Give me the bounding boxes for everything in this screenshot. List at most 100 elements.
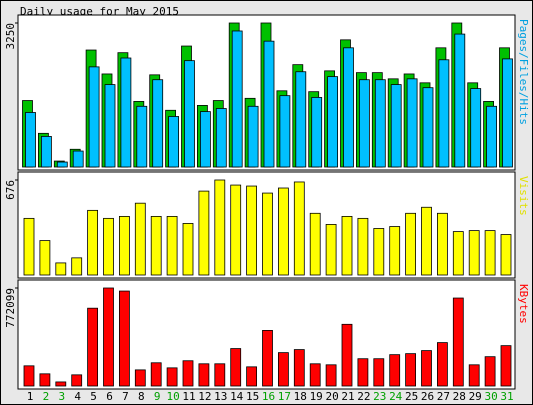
bar (484, 356, 496, 387)
bar (468, 364, 480, 387)
bar (343, 47, 354, 168)
x-tick-label: 21 (341, 390, 354, 403)
x-tick-label: 27 (437, 390, 450, 403)
bar (134, 369, 146, 387)
x-tick-label: 22 (357, 390, 370, 403)
bar (120, 57, 132, 168)
y-axis-label: Visits (517, 176, 530, 216)
x-tick-label: 4 (74, 390, 81, 403)
bar (295, 71, 307, 168)
bar (263, 40, 275, 168)
bar (406, 78, 418, 168)
bar (390, 84, 402, 168)
bar (341, 323, 353, 387)
bar (293, 349, 305, 387)
bar (438, 59, 450, 168)
bar (277, 187, 289, 276)
bar (325, 364, 337, 387)
bar (231, 30, 243, 168)
bar (39, 373, 51, 387)
bar (454, 33, 466, 168)
bar (25, 112, 36, 168)
x-tick-label: 14 (230, 390, 244, 403)
bar (325, 224, 337, 276)
x-tick-label: 7 (122, 390, 129, 403)
bar (452, 297, 464, 387)
bar (214, 363, 226, 387)
x-tick-label: 10 (166, 390, 179, 403)
x-tick-label: 11 (182, 390, 195, 403)
bar (168, 116, 180, 168)
bar (150, 215, 162, 276)
bar (327, 76, 339, 168)
bar (41, 136, 52, 168)
bar (88, 66, 100, 168)
bar (262, 192, 273, 276)
bar (87, 209, 98, 276)
bar (486, 105, 498, 168)
bar (262, 330, 273, 387)
y-tick-label: 772099 (4, 288, 17, 328)
x-tick-label: 13 (214, 390, 227, 403)
x-tick-label: 28 (453, 390, 466, 403)
bar (55, 381, 67, 387)
x-tick-label: 29 (469, 390, 482, 403)
y-tick-label: 3250 (4, 23, 17, 50)
bar (421, 350, 432, 387)
bar (279, 95, 291, 168)
bar (436, 212, 448, 276)
bar (71, 257, 83, 276)
x-tick-label: 3 (58, 390, 65, 403)
bar (311, 97, 323, 168)
bar (422, 87, 434, 168)
x-tick-label: 9 (154, 390, 161, 403)
y-axis-label: KBytes (517, 284, 530, 324)
bar (373, 228, 385, 276)
x-tick-label: 30 (484, 390, 497, 403)
bar (182, 223, 194, 276)
bar (184, 60, 195, 168)
x-tick-label: 16 (262, 390, 275, 403)
x-tick-label: 6 (106, 390, 113, 403)
bar (374, 79, 386, 168)
y-tick-label: 676 (4, 180, 17, 200)
bar (23, 365, 35, 387)
bar (484, 230, 496, 276)
bar (470, 88, 482, 168)
x-tick-label: 19 (310, 390, 323, 403)
bar (198, 190, 210, 276)
y-axis-label: Pages/Files/Hits (517, 19, 530, 125)
bar (230, 184, 242, 276)
x-tick-label: 1 (27, 390, 34, 403)
bar (39, 240, 51, 276)
bar (247, 105, 259, 168)
bar (405, 353, 417, 387)
bar (502, 58, 513, 168)
bar (230, 348, 242, 387)
bar (389, 354, 401, 387)
bar (103, 287, 114, 387)
bar (358, 79, 370, 168)
bar (199, 111, 211, 168)
bar (119, 215, 130, 276)
bar (500, 234, 512, 276)
bar (166, 367, 178, 387)
bar (87, 307, 98, 387)
bar (134, 202, 146, 276)
bar (421, 206, 432, 276)
x-tick-label: 25 (405, 390, 418, 403)
bar (71, 374, 83, 387)
bar (166, 215, 178, 276)
bar (104, 84, 116, 168)
x-tick-label: 26 (421, 390, 434, 403)
bar (215, 108, 227, 168)
bar (56, 161, 68, 168)
bar (182, 360, 194, 387)
bar (55, 262, 67, 276)
bar (72, 150, 84, 168)
bar (23, 217, 35, 276)
x-tick-label: 8 (138, 390, 145, 403)
x-tick-label: 2 (43, 390, 50, 403)
bar (357, 358, 369, 387)
x-tick-label: 12 (198, 390, 211, 403)
